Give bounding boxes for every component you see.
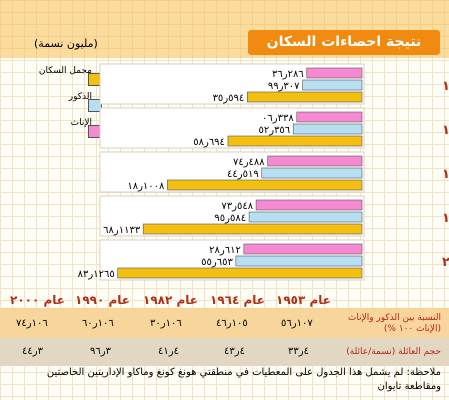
household-row-label: حجم العائلة (نسمة/عائلة)	[346, 347, 441, 357]
header-band	[0, 0, 449, 58]
legend-label-total: مجمل السكان	[38, 66, 92, 76]
legend-label-male: الذكور	[68, 92, 92, 102]
value-label-female-2: ٤٨٨ر٧٤	[233, 157, 265, 168]
value-label-total-2: ١٠٠٨ر١٨	[127, 181, 165, 192]
legend: مجمل السكان الذكور الإناث	[6, 66, 102, 144]
ratio-value-1990: ١٠٦ر٦٠	[82, 318, 114, 329]
bar-female-3	[255, 199, 363, 211]
table-year-1953: عام ١٩٥٣	[276, 293, 331, 307]
ratio-row: ١٠٦ر٧٤ ١٠٦ر٦٠ ١٠٦ر٣٠ ١٠٥ر٤٦ ١٠٧ر٥٦ النسب…	[0, 308, 449, 338]
value-label-female-1: ٣٣٨ر٠٦	[262, 113, 294, 124]
unit-label: (مليون نسمة)	[34, 37, 98, 50]
value-label-female-4: ٦١٢ر٢٨	[209, 245, 241, 256]
category-label-2: عام ١٩٨٢	[442, 167, 449, 182]
bar-male-1	[292, 123, 363, 135]
household-value-2000: ٣ر٤٤	[22, 346, 43, 357]
bar-female-1	[296, 111, 363, 123]
value-label-total-4: ١٢٦٥ر٨٣	[78, 269, 115, 280]
household-value-1990: ٣ر٩٦	[90, 346, 111, 357]
value-label-female-3: ٥٤٨ر٧٣	[221, 201, 253, 212]
household-row: ٣ر٤٤ ٣ر٩٦ ٤ر٤١ ٤ر٤٣ ٤ر٣٣ حجم العائلة (نس…	[0, 338, 449, 366]
category-label-3: عام ١٩٩٠	[442, 211, 449, 226]
ratio-value-1964: ١٠٥ر٤٦	[216, 318, 248, 329]
category-label-4: عام ٢٠٠٠	[442, 255, 449, 270]
bar-male-4	[235, 255, 363, 267]
bar-total-1	[227, 135, 363, 147]
legend-item-male: الذكور	[6, 92, 102, 118]
bar-female-2	[267, 155, 363, 167]
table-year-header: عام ٢٠٠٠ عام ١٩٩٠ عام ١٩٨٢ عام ١٩٦٤ عام …	[0, 293, 449, 307]
ratio-value-1982: ١٠٦ر٣٠	[150, 318, 182, 329]
footnote: ملاحظة: لم يشمل هذا الجدول على المعطيات …	[46, 367, 441, 392]
category-label-0: عام ١٩٥٣	[442, 79, 449, 94]
value-label-total-1: ٦٩٤ر٥٨	[193, 137, 225, 148]
value-label-total-0: ٥٩٤ر٣٥	[213, 93, 245, 104]
bar-total-3	[142, 223, 363, 235]
household-value-1953: ٤ر٣٣	[288, 346, 309, 357]
value-label-male-1: ٣٥٦ر٥٢	[258, 125, 290, 136]
bar-female-4	[243, 243, 363, 255]
ratio-value-2000: ١٠٦ر٧٤	[16, 318, 48, 329]
table-year-1964: عام ١٩٦٤	[210, 293, 265, 307]
value-label-female-0: ٢٨٦ر٣٦	[272, 69, 304, 80]
bar-total-2	[167, 179, 363, 191]
ratio-value-1953: ١٠٧ر٥٦	[281, 318, 313, 329]
legend-label-female: الإناث	[70, 118, 92, 128]
page-title: نتيجة احصاءات السكان	[248, 30, 440, 55]
bar-male-2	[261, 167, 363, 179]
ratio-row-label: النسبة بين الذكور والإناث (الإناث ١٠٠ %)	[347, 313, 441, 334]
bar-total-4	[117, 267, 363, 279]
household-value-1982: ٤ر٤١	[158, 346, 179, 357]
value-label-male-4: ٦٥٣ر٥٥	[201, 257, 233, 268]
category-label-1: عام ١٩٦٤	[442, 123, 449, 138]
value-label-total-3: ١١٣٣ر٦٨	[103, 225, 141, 236]
bar-female-0	[306, 67, 363, 79]
table-year-2000: عام ٢٠٠٠	[10, 293, 65, 307]
legend-swatch-male	[88, 99, 102, 112]
value-label-male-2: ٥١٩ر٤٤	[227, 169, 259, 180]
table-year-1990: عام ١٩٩٠	[75, 293, 130, 307]
value-label-male-3: ٥٨٤ر٩٥	[214, 213, 246, 224]
bar-male-3	[248, 211, 363, 223]
household-value-1964: ٤ر٤٣	[224, 346, 245, 357]
value-label-male-0: ٣٠٧ر٩٩	[268, 81, 300, 92]
table-year-1982: عام ١٩٨٢	[143, 293, 198, 307]
bar-male-0	[302, 79, 363, 91]
bar-total-0	[246, 91, 363, 103]
